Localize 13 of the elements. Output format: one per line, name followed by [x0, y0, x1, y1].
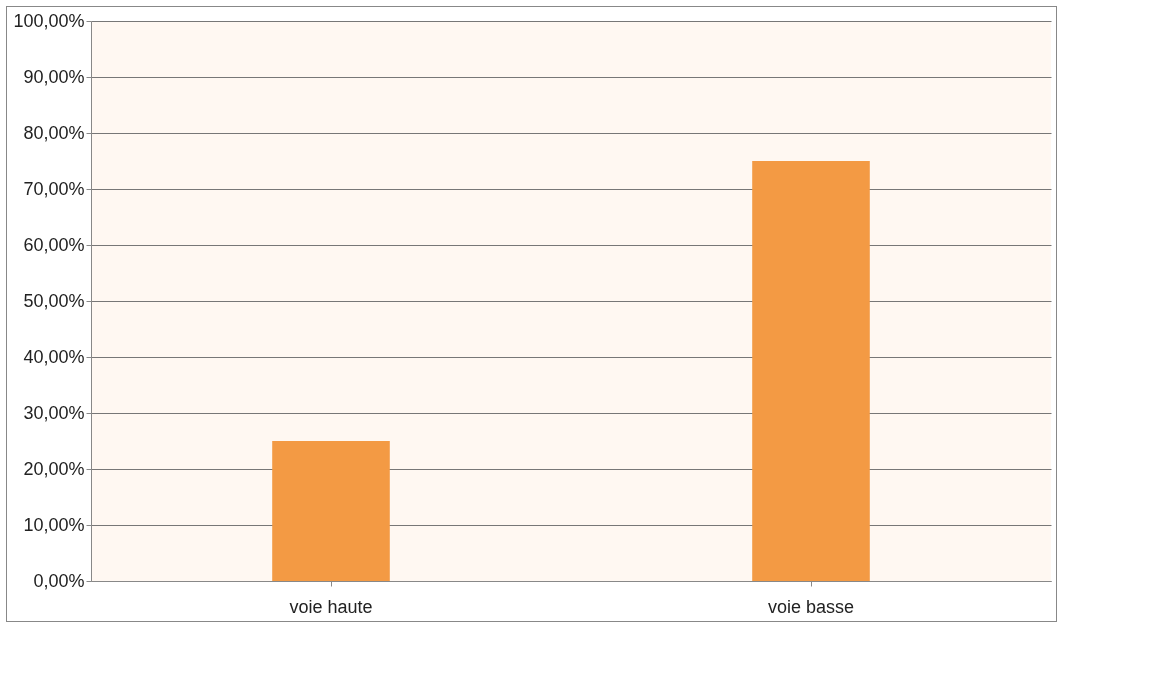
y-tick-label: 20,00% — [23, 458, 85, 479]
y-tick-label: 80,00% — [23, 122, 85, 143]
y-tick-label: 70,00% — [23, 178, 85, 199]
x-tick-label: voie basse — [767, 596, 855, 617]
y-tick-label: 0,00% — [33, 570, 85, 591]
x-tick-label: voie haute — [289, 596, 373, 617]
y-tick-label: 90,00% — [23, 66, 85, 87]
y-tick-label: 30,00% — [23, 402, 85, 423]
y-tick-label: 60,00% — [23, 234, 85, 255]
y-tick-label: 10,00% — [23, 514, 85, 535]
y-tick-label: 100,00% — [13, 10, 85, 31]
y-tick-label: 50,00% — [23, 290, 85, 311]
y-tick-label: 40,00% — [23, 346, 85, 367]
